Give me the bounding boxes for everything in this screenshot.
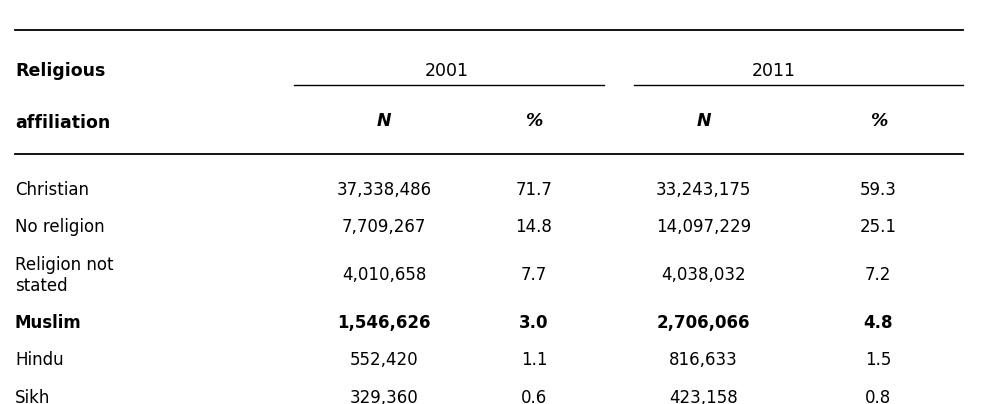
Text: 1.5: 1.5 <box>865 351 891 369</box>
Text: 2,706,066: 2,706,066 <box>657 314 750 332</box>
Text: 14.8: 14.8 <box>516 219 552 236</box>
Text: Muslim: Muslim <box>15 314 82 332</box>
Text: 552,420: 552,420 <box>350 351 418 369</box>
Text: Hindu: Hindu <box>15 351 64 369</box>
Text: 33,243,175: 33,243,175 <box>656 181 751 199</box>
Text: 1,546,626: 1,546,626 <box>337 314 431 332</box>
Text: 4,010,658: 4,010,658 <box>342 266 426 284</box>
Text: 3.0: 3.0 <box>519 314 549 332</box>
Text: Religious: Religious <box>15 62 106 80</box>
Text: 816,633: 816,633 <box>670 351 738 369</box>
Text: 7.7: 7.7 <box>521 266 547 284</box>
Text: affiliation: affiliation <box>15 114 110 132</box>
Text: N: N <box>697 112 711 130</box>
Text: Religion not
stated: Religion not stated <box>15 256 114 295</box>
Text: Sikh: Sikh <box>15 389 50 404</box>
Text: 25.1: 25.1 <box>859 219 897 236</box>
Text: 59.3: 59.3 <box>860 181 896 199</box>
Text: 14,097,229: 14,097,229 <box>656 219 751 236</box>
Text: 0.8: 0.8 <box>865 389 891 404</box>
Text: 7.2: 7.2 <box>865 266 891 284</box>
Text: No religion: No religion <box>15 219 105 236</box>
Text: 2001: 2001 <box>425 62 469 80</box>
Text: 423,158: 423,158 <box>670 389 738 404</box>
Text: 37,338,486: 37,338,486 <box>336 181 432 199</box>
Text: %: % <box>869 112 887 130</box>
Text: 2011: 2011 <box>751 62 795 80</box>
Text: 4.8: 4.8 <box>863 314 893 332</box>
Text: Christian: Christian <box>15 181 89 199</box>
Text: 329,360: 329,360 <box>350 389 418 404</box>
Text: 7,709,267: 7,709,267 <box>342 219 426 236</box>
Text: 1.1: 1.1 <box>521 351 547 369</box>
Text: 4,038,032: 4,038,032 <box>662 266 746 284</box>
Text: 0.6: 0.6 <box>521 389 547 404</box>
Text: 71.7: 71.7 <box>516 181 552 199</box>
Text: %: % <box>525 112 543 130</box>
Text: N: N <box>377 112 391 130</box>
